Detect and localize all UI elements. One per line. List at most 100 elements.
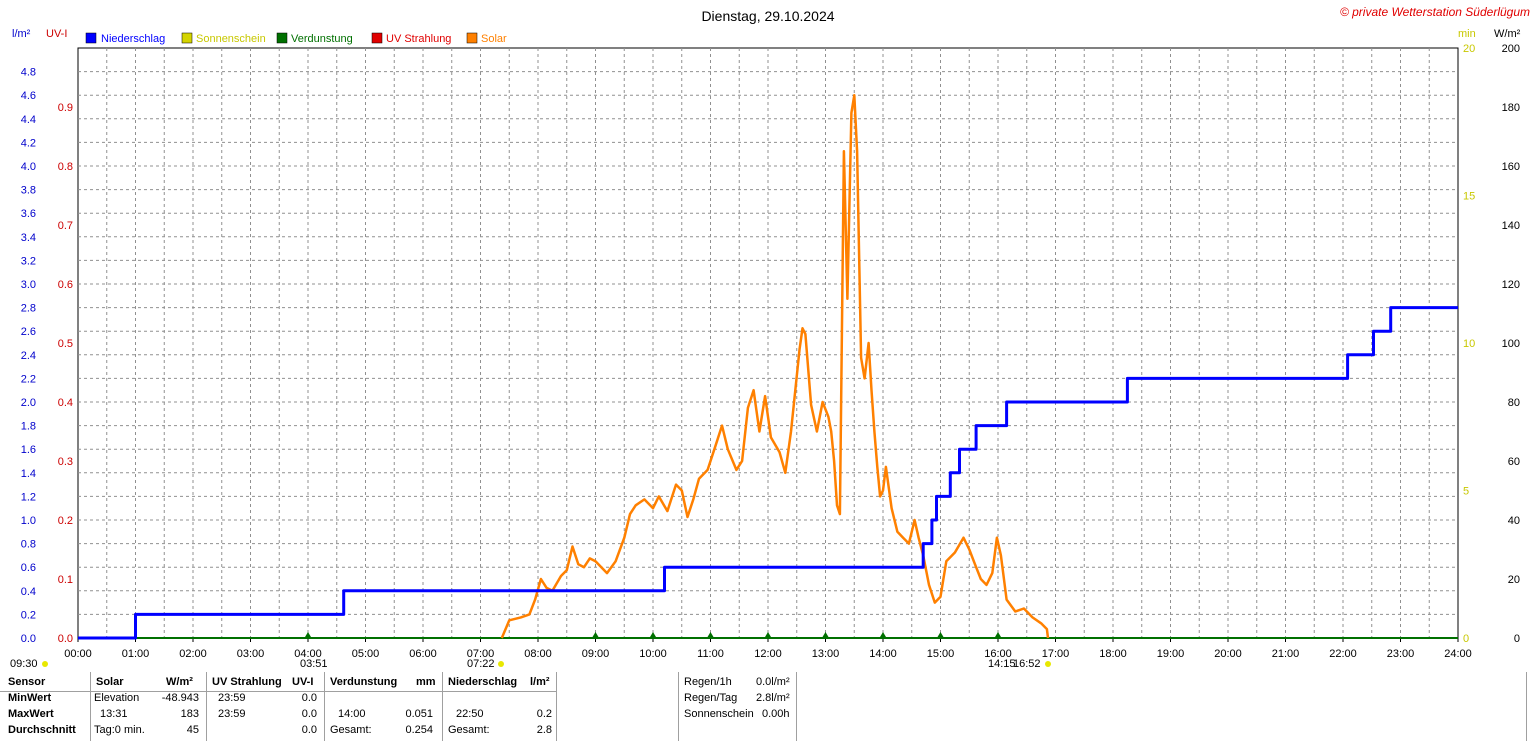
marker-sunset: 16:52: [1013, 658, 1041, 670]
precip-tick-label: 3.2: [21, 255, 36, 267]
extra-value-regen-1h: 0.0l/m²: [756, 676, 790, 688]
marker-sunrise: 07:22: [467, 658, 495, 670]
precip-tick-label: 0.0: [21, 633, 36, 645]
precip-tick-label: 3.0: [21, 279, 36, 291]
precip-tick-label: 4.2: [21, 137, 36, 149]
uv-tick-label: 0.9: [58, 102, 73, 114]
uv-tick-label: 0.2: [58, 515, 73, 527]
stats-header-evap: Verdunstung: [330, 676, 398, 688]
legend: Niederschlag Sonnenschein Verdunstung UV…: [85, 32, 507, 45]
precip-tick-label: 4.6: [21, 90, 36, 102]
x-tick-label: 15:00: [927, 648, 955, 660]
uv-tick-label: 0.7: [58, 220, 73, 232]
series-niederschlag: [78, 306, 1458, 640]
stats-table: Sensor Solar W/m² UV Strahlung UV-I Verd…: [0, 672, 1536, 741]
stats-avg-uv-val: 0.0: [301, 724, 317, 736]
precip-tick-label: 4.0: [21, 161, 36, 173]
x-tick-label: 05:00: [352, 648, 380, 660]
x-tick-label: 14:00: [869, 648, 897, 660]
stats-header-uv: UV Strahlung: [212, 676, 282, 688]
stats-max-uv-time: 23:59: [218, 708, 246, 720]
marker-sunset-dot: [1045, 661, 1051, 667]
legend-swatch-sonnenschein: [181, 32, 193, 44]
precip-tick-label: 0.2: [21, 609, 36, 621]
extra-label-sonnenschein: Sonnenschein: [684, 708, 754, 720]
uv-tick-label: 0.8: [58, 161, 73, 173]
chart-title: Dienstag, 29.10.2024: [701, 8, 834, 24]
time-markers: 09:30 03:51 07:22 14:15 16:52: [10, 658, 1051, 670]
stats-avg-rain-label: Gesamt:: [448, 724, 490, 736]
x-tick-label: 00:00: [64, 648, 92, 660]
grid-lines: [78, 48, 1458, 638]
solar-tick-label: 100: [1502, 338, 1520, 350]
evaporation-marker: [305, 632, 311, 637]
solar-tick-label: 160: [1502, 161, 1520, 173]
marker-sunrise-dot: [498, 661, 504, 667]
x-tick-label: 06:00: [409, 648, 437, 660]
stats-avg-solar-time: Tag:0 min.: [94, 724, 145, 736]
uv-tick-label: 0.5: [58, 338, 73, 350]
stats-header-uv-unit: UV-I: [292, 676, 314, 688]
stats-max-solar-time: 13:31: [100, 708, 128, 720]
solar-tick-label: 80: [1508, 397, 1520, 409]
marker-left-top-dot: [42, 661, 48, 667]
uv-tick-label: 0.0: [58, 633, 73, 645]
stats-avg-solar-val: 45: [186, 724, 199, 736]
x-tick-label: 21:00: [1272, 648, 1300, 660]
solar-tick-label: 0: [1514, 633, 1520, 645]
stats-min-uv-time: 23:59: [218, 692, 246, 704]
copyright-text: © private Wetterstation Süderlügum: [1340, 5, 1530, 19]
right-unit-wm2: W/m²: [1494, 28, 1521, 40]
series-solar: [500, 93, 1050, 639]
x-tick-label: 20:00: [1214, 648, 1242, 660]
precip-tick-label: 2.8: [21, 303, 36, 315]
stats-avg-rain-val: 2.8: [536, 724, 552, 736]
uv-tick-label: 0.3: [58, 456, 73, 468]
x-tick-label: 13:00: [812, 648, 840, 660]
solar-tick-label: 40: [1508, 515, 1520, 527]
x-tick-label: 03:00: [237, 648, 265, 660]
solar-tick-label: 200: [1502, 43, 1520, 55]
sunshine-tick-label: 20: [1463, 43, 1475, 55]
x-tick-label: 23:00: [1387, 648, 1415, 660]
solar-tick-label: 180: [1502, 102, 1520, 114]
stats-header-rain-unit: l/m²: [530, 676, 550, 688]
x-tick-label: 17:00: [1042, 648, 1070, 660]
legend-swatch-verdunstung: [276, 32, 288, 44]
stats-header-solar: Solar: [96, 676, 124, 688]
solar-tick-label: 140: [1502, 220, 1520, 232]
precip-tick-label: 4.4: [21, 114, 36, 126]
legend-label-sonnenschein: Sonnenschein: [196, 33, 266, 45]
precip-tick-label: 2.4: [21, 350, 36, 362]
stats-max-evap-val: 0.051: [405, 708, 433, 720]
x-tick-label: 16:00: [984, 648, 1012, 660]
evaporation-marker: [707, 632, 714, 637]
x-tick-label: 24:00: [1444, 648, 1472, 660]
precip-tick-label: 2.6: [21, 326, 36, 338]
evaporation-marker: [995, 632, 1001, 637]
legend-label-niederschlag: Niederschlag: [101, 33, 165, 45]
right-unit-min: min: [1458, 28, 1476, 40]
x-tick-label: 04:00: [294, 648, 322, 660]
precip-tick-label: 1.2: [21, 491, 36, 503]
evaporation-marker: [822, 632, 829, 637]
extra-label-regen-tag: Regen/Tag: [684, 692, 738, 704]
legend-label-verdunstung: Verdunstung: [291, 33, 353, 45]
legend-label-solar: Solar: [481, 33, 507, 45]
precip-tick-label: 1.0: [21, 515, 36, 527]
stats-row-label: MaxWert: [8, 708, 54, 720]
stats-header-evap-unit: mm: [416, 676, 436, 688]
stats-avg-evap-val: 0.254: [405, 724, 433, 736]
uv-tick-label: 0.4: [58, 397, 73, 409]
precip-tick-label: 3.6: [21, 208, 36, 220]
solar-tick-label: 60: [1508, 456, 1520, 468]
sunshine-tick-label: 10: [1463, 338, 1475, 350]
solar-tick-label: 20: [1508, 574, 1520, 586]
x-tick-label: 22:00: [1329, 648, 1357, 660]
weather-chart: 0.0 0.2 0.4 0.6 0.8 1.0 1.2 1.4 1.6 1.8 2.0 2.2 2.4 2…: [10, 5, 1530, 670]
precip-tick-label: 1.6: [21, 444, 36, 456]
evaporation-marker: [937, 632, 944, 637]
x-tick-label: 08:00: [524, 648, 552, 660]
x-tick-label: 18:00: [1099, 648, 1127, 660]
